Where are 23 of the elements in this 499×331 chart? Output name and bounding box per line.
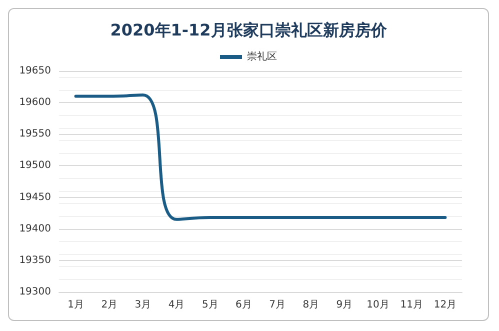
- x-tick-label: 8月: [302, 300, 320, 310]
- x-tick-label: 3月: [134, 300, 152, 310]
- x-tick-label: 11月: [400, 300, 423, 310]
- x-tick-label: 2月: [101, 300, 118, 310]
- x-tick-label: 6月: [236, 300, 252, 310]
- x-tick-label: 10月: [366, 300, 390, 310]
- y-tick-label: 19350: [19, 254, 51, 266]
- y-tick-label: 19400: [19, 223, 51, 234]
- x-tick-label: 9月: [336, 300, 353, 310]
- chart-title: 2020年1-12月张家口崇礼区新房房价: [110, 20, 388, 40]
- legend-label: 崇礼区: [247, 50, 277, 62]
- y-tick-label: 19300: [19, 286, 51, 298]
- y-tick-label: 19550: [19, 128, 51, 140]
- y-tick-label: 19450: [19, 192, 51, 203]
- y-tick-label: 19500: [19, 160, 51, 172]
- y-tick-label: 19650: [19, 66, 51, 76]
- x-tick-label: 12月: [434, 300, 457, 310]
- x-tick-label: 1月: [68, 300, 84, 310]
- x-tick-label: 7月: [269, 300, 286, 310]
- x-tick-label: 5月: [202, 300, 218, 310]
- x-tick-label: 4月: [168, 300, 185, 310]
- y-tick-label: 19600: [19, 97, 51, 108]
- line-series: [74, 93, 447, 221]
